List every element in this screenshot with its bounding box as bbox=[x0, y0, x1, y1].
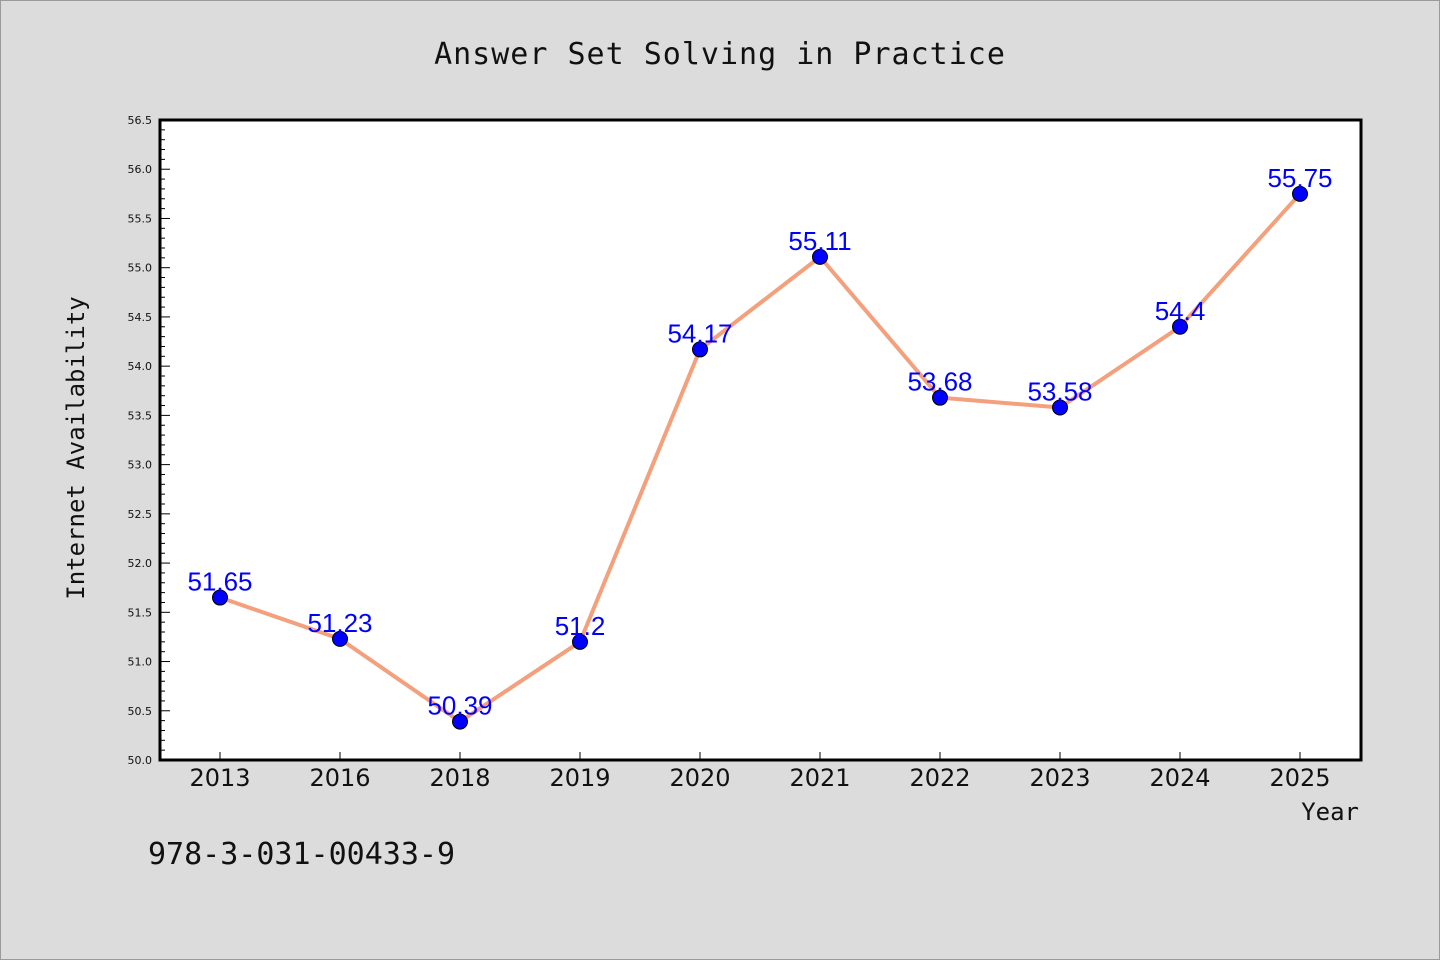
data-label: 55.11 bbox=[788, 226, 851, 256]
x-axis: 2013 2016 2018 2019 2020 2021 2022 2023 2024 2025 bbox=[189, 752, 1331, 792]
x-tick-label: 2025 bbox=[1269, 764, 1330, 792]
plot-area bbox=[158, 118, 1363, 762]
y-tick-label: 50.0 bbox=[128, 754, 153, 767]
data-point bbox=[572, 633, 588, 650]
x-tick-label: 2018 bbox=[429, 764, 490, 792]
data-point bbox=[212, 589, 228, 606]
data-label: 53.68 bbox=[907, 367, 972, 397]
y-tick-label: 53.0 bbox=[128, 459, 153, 472]
y-tick-label: 56.0 bbox=[128, 163, 153, 176]
data-label: 50.39 bbox=[427, 691, 492, 721]
y-tick-label: 50.5 bbox=[128, 705, 153, 718]
y-tick-label: 56.5 bbox=[128, 114, 153, 127]
isbn-text: 978-3-031-00433-9 bbox=[148, 837, 455, 872]
data-point bbox=[1292, 185, 1308, 202]
data-label: 51.2 bbox=[555, 611, 606, 641]
y-tick-label: 53.5 bbox=[128, 409, 153, 422]
series-line bbox=[218, 191, 1302, 724]
data-point bbox=[692, 341, 708, 358]
y-tick-label: 55.0 bbox=[128, 262, 153, 275]
y-axis-title: Internet Availability bbox=[62, 296, 90, 599]
y-tick-label: 52.0 bbox=[128, 557, 153, 570]
data-point bbox=[452, 713, 468, 730]
x-tick-label: 2020 bbox=[669, 764, 730, 792]
data-point bbox=[332, 630, 348, 647]
chart-title: Answer Set Solving in Practice bbox=[434, 37, 1006, 72]
y-tick-label: 51.0 bbox=[128, 656, 153, 669]
y-tick-label: 54.5 bbox=[128, 311, 153, 324]
x-tick-label: 2016 bbox=[309, 764, 370, 792]
y-tick-label: 55.5 bbox=[128, 212, 153, 225]
data-label: 51.65 bbox=[187, 567, 252, 597]
y-tick-label: 52.5 bbox=[128, 508, 153, 521]
data-point bbox=[1172, 318, 1188, 335]
series-line-group bbox=[218, 191, 1302, 724]
data-point bbox=[812, 248, 828, 265]
markers-group bbox=[212, 185, 1308, 730]
x-tick-label: 2021 bbox=[789, 764, 850, 792]
x-tick-label: 2024 bbox=[1149, 764, 1210, 792]
data-label: 53.58 bbox=[1027, 377, 1092, 407]
data-labels-group: 51.65 51.23 50.39 51.2 54.17 55.11 53.68 53.58 5… bbox=[187, 163, 1332, 721]
data-label: 54.17 bbox=[667, 318, 732, 348]
x-tick-label: 2023 bbox=[1029, 764, 1090, 792]
y-tick-label: 51.5 bbox=[128, 606, 153, 619]
x-axis-title: Year bbox=[1301, 798, 1359, 826]
x-tick-label: 2013 bbox=[189, 764, 250, 792]
data-point bbox=[1052, 399, 1068, 416]
data-label: 54.4 bbox=[1155, 296, 1206, 326]
y-axis: 50.0 50.5 51.0 51.5 52.0 52.5 53.0 53.5 54.0 54.5… bbox=[128, 114, 170, 767]
data-label: 55.75 bbox=[1267, 163, 1332, 193]
data-point bbox=[932, 389, 948, 406]
x-tick-label: 2019 bbox=[549, 764, 610, 792]
x-tick-label: 2022 bbox=[909, 764, 970, 792]
y-tick-label: 54.0 bbox=[128, 360, 153, 373]
data-label: 51.23 bbox=[307, 608, 372, 638]
